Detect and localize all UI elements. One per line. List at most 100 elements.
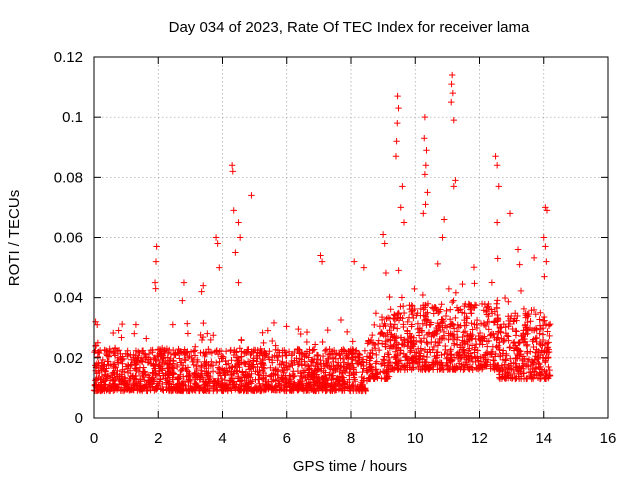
data-point: [511, 315, 519, 322]
data-point: [385, 354, 393, 362]
data-point: [532, 311, 539, 318]
data-point: [221, 366, 228, 374]
data-point: [375, 337, 382, 344]
data-point: [276, 349, 283, 356]
data-point: [432, 328, 440, 335]
data-point: [236, 387, 243, 394]
data-point: [311, 374, 318, 382]
data-point: [500, 347, 507, 354]
data-point: [236, 345, 244, 352]
data-point: [423, 147, 430, 154]
data-point: [92, 318, 99, 325]
data-point: [429, 346, 436, 354]
data-point: [473, 321, 480, 329]
data-point: [468, 320, 475, 327]
data-point: [399, 183, 406, 190]
data-point: [311, 341, 319, 348]
data-point: [262, 350, 269, 357]
x-tick-label: 12: [471, 430, 488, 447]
data-point: [156, 350, 164, 357]
data-point: [430, 332, 437, 339]
data-point: [197, 367, 205, 374]
data-point: [95, 360, 102, 367]
data-point: [141, 383, 149, 391]
data-point: [366, 354, 374, 361]
data-point: [485, 326, 492, 333]
data-point: [272, 366, 280, 374]
data-point: [457, 344, 464, 351]
data-point: [165, 365, 172, 372]
data-point: [392, 153, 400, 160]
data-point: [422, 366, 429, 374]
data-point: [437, 306, 444, 313]
data-point: [439, 234, 446, 241]
data-point: [317, 252, 324, 259]
data-point: [542, 347, 550, 354]
data-point: [208, 358, 215, 365]
data-point: [254, 355, 261, 362]
data-point: [206, 374, 213, 382]
data-point: [491, 318, 498, 325]
data-point: [545, 339, 552, 346]
data-point: [339, 387, 346, 394]
data-point: [544, 328, 551, 335]
data-point: [293, 355, 300, 362]
data-point: [204, 330, 211, 337]
data-point: [198, 363, 205, 371]
data-point: [460, 366, 467, 373]
data-point: [168, 387, 175, 395]
data-point: [283, 383, 290, 391]
data-point: [438, 351, 445, 359]
data-point: [448, 320, 456, 327]
data-point: [437, 326, 444, 334]
data-point: [186, 353, 193, 360]
data-point: [217, 372, 224, 379]
data-point: [319, 352, 327, 360]
data-point: [513, 375, 520, 382]
data-points: [90, 71, 554, 395]
y-tick-label: 0.06: [54, 230, 83, 247]
data-point: [395, 267, 402, 274]
data-point: [149, 374, 156, 381]
data-point: [443, 349, 451, 357]
data-point: [422, 301, 429, 309]
data-point: [380, 356, 387, 363]
data-point: [465, 335, 473, 343]
data-point: [485, 318, 493, 326]
data-point: [130, 379, 137, 387]
data-point: [528, 307, 535, 314]
data-point: [253, 358, 260, 365]
data-point: [92, 377, 99, 384]
data-point: [467, 303, 475, 310]
data-point: [153, 243, 160, 250]
data-point: [447, 358, 454, 366]
data-point: [200, 386, 207, 394]
data-point: [495, 183, 502, 190]
data-point: [393, 352, 401, 360]
data-point: [533, 372, 540, 379]
data-point: [453, 341, 461, 348]
data-point: [108, 385, 115, 393]
data-point: [481, 335, 488, 342]
data-point: [197, 331, 204, 339]
data-point: [384, 349, 391, 357]
data-point: [227, 347, 234, 355]
data-point: [297, 330, 304, 338]
data-point: [266, 356, 273, 363]
data-point: [470, 264, 478, 271]
data-point: [432, 355, 439, 362]
data-point: [212, 234, 220, 241]
data-point: [519, 357, 526, 364]
data-point: [281, 367, 288, 374]
data-point: [420, 210, 427, 217]
data-point: [450, 183, 457, 190]
data-point: [335, 361, 342, 369]
data-point: [164, 349, 172, 357]
data-point: [131, 330, 138, 337]
x-tick-label: 8: [347, 430, 355, 447]
data-point: [427, 319, 435, 326]
data-point: [469, 326, 476, 333]
data-point: [121, 374, 128, 381]
data-point: [139, 347, 146, 355]
data-point: [387, 306, 394, 313]
